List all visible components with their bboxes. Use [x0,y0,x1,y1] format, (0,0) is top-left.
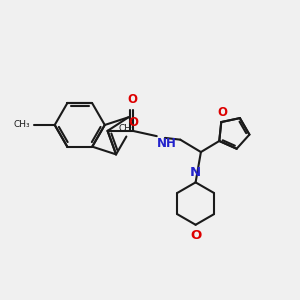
Text: O: O [190,229,201,242]
Text: NH: NH [157,137,177,150]
Text: O: O [218,106,228,119]
Text: CH₃: CH₃ [118,124,135,133]
Text: O: O [128,116,138,129]
Text: N: N [190,166,201,178]
Text: O: O [128,93,138,106]
Text: CH₃: CH₃ [14,121,31,130]
